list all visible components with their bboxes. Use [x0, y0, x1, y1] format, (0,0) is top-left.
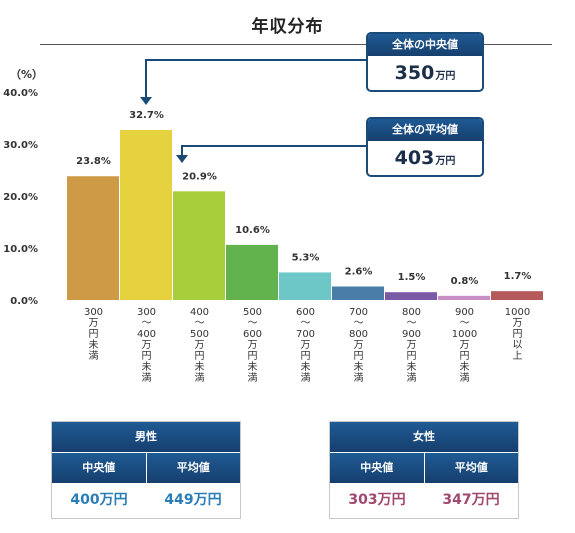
x-axis-labels: 300 万円未満 300 〜 400 万円未満 400 〜 500 万円未満 500 〜 600 万円未満… — [84, 307, 530, 384]
x-tick-label: 700 〜 800 万円未満 — [349, 307, 368, 384]
bar — [120, 129, 172, 300]
median-unit: 万円 — [435, 71, 456, 82]
data-label: 32.7% — [129, 110, 164, 121]
female-average-header: 平均値 — [423, 453, 519, 483]
income-distribution-chart: （%） 0.0%10.0%20.0%30.0%40.0% 23.8%32.7%2… — [3, 59, 543, 384]
callout-arrows — [140, 59, 366, 163]
x-tick-label: 800 〜 900 万円未満 — [402, 307, 421, 384]
bar — [491, 291, 543, 300]
y-axis-unit: （%） — [10, 68, 43, 81]
male-table-values: 400万円 449万円 — [52, 483, 240, 518]
male-average-header: 平均値 — [145, 453, 241, 483]
data-label: 2.6% — [345, 266, 373, 277]
y-tick-label: 40.0% — [3, 88, 38, 99]
median-callout: 全体の中央値 350万円 — [366, 32, 484, 92]
male-table: 男性 中央値 平均値 400万円 449万円 — [51, 421, 241, 519]
bar — [67, 176, 119, 300]
x-tick-label: 600 〜 700 万円未満 — [296, 307, 315, 384]
female-median-header: 中央値 — [360, 461, 394, 474]
bar — [438, 295, 490, 300]
y-axis-ticks: 0.0% 10.0% 20.0% 30.0% 40.0% — [3, 88, 38, 307]
male-table-header: 中央値 平均値 — [52, 452, 240, 483]
data-label: 1.7% — [504, 271, 532, 282]
average-callout-body: 403万円 — [368, 141, 482, 175]
x-tick-label: 300 〜 400 万円未満 — [137, 307, 156, 384]
bars-group — [67, 129, 543, 300]
female-table-header: 中央値 平均値 — [330, 452, 518, 483]
average-arrow-head — [176, 155, 188, 163]
data-label: 23.8% — [76, 156, 111, 167]
bar — [173, 191, 225, 300]
average-callout: 全体の平均値 403万円 — [366, 117, 484, 177]
data-label: 20.9% — [182, 171, 217, 182]
y-tick-label: 10.0% — [3, 244, 38, 255]
median-arrow-head — [140, 97, 152, 105]
male-table-title: 男性 — [52, 422, 240, 452]
x-tick-label: 400 〜 500 万円未満 — [190, 307, 209, 384]
data-label: 1.5% — [398, 272, 426, 283]
bar — [332, 286, 384, 300]
y-tick-label: 30.0% — [3, 140, 38, 151]
female-table: 女性 中央値 平均値 303万円 347万円 — [329, 421, 519, 519]
average-value: 403 — [394, 147, 435, 169]
male-median-value: 400万円 — [70, 492, 128, 508]
y-tick-label: 20.0% — [3, 192, 38, 203]
x-tick-label: 300 万円未満 — [84, 307, 103, 362]
x-tick-label: 1000 万円以上 — [505, 307, 530, 362]
median-arrow-line — [145, 59, 366, 100]
data-label: 10.6% — [235, 225, 270, 236]
average-arrow-line — [181, 145, 366, 158]
male-median-header: 中央値 — [82, 461, 116, 474]
average-unit: 万円 — [435, 156, 456, 167]
x-tick-label: 900 〜 1000 万円未満 — [452, 307, 477, 384]
female-average-value: 347万円 — [442, 492, 500, 508]
female-table-title: 女性 — [330, 422, 518, 452]
bar — [226, 244, 278, 300]
y-tick-label: 0.0% — [10, 296, 38, 307]
median-callout-body: 350万円 — [368, 56, 482, 90]
female-table-values: 303万円 347万円 — [330, 483, 518, 518]
median-callout-label: 全体の中央値 — [368, 34, 482, 56]
female-median-value: 303万円 — [348, 492, 406, 508]
bar — [385, 292, 437, 300]
x-tick-label: 500 〜 600 万円未満 — [243, 307, 262, 384]
data-labels-group: 23.8% 32.7% 20.9% 10.6% 5.3% 2.6% 1.5% 0.8% 1.7% — [76, 110, 531, 287]
median-value: 350 — [394, 62, 435, 84]
title-divider — [40, 44, 552, 45]
chart-title: 年収分布 — [251, 17, 324, 37]
average-callout-label: 全体の平均値 — [368, 119, 482, 141]
data-label: 5.3% — [292, 252, 320, 263]
male-average-value: 449万円 — [164, 492, 222, 508]
bar — [279, 272, 331, 300]
data-label: 0.8% — [451, 276, 479, 287]
